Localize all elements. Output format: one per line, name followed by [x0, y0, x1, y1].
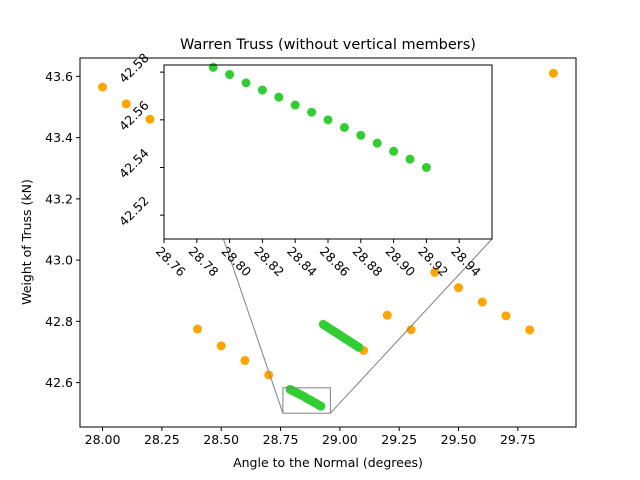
scatter-point-orange-12 — [477, 297, 487, 307]
inset-background — [164, 65, 492, 239]
scatter-point-green-13 — [316, 401, 326, 411]
y-tick-label: 43.6 — [45, 69, 73, 84]
scatter-point-orange-10 — [430, 267, 440, 277]
main-points — [98, 68, 558, 411]
x-tick-label: 29.00 — [322, 432, 358, 447]
x-axis-label: Angle to the Normal (degrees) — [233, 455, 423, 470]
inset-point-2 — [241, 78, 251, 88]
x-tick-label: 29.25 — [381, 432, 417, 447]
main-x-axis: 28.00 28.25 28.50 28.75 29.00 29.25 29.50 29.75 — [85, 427, 536, 447]
inset-point-9 — [356, 130, 366, 140]
scatter-point-orange-5 — [240, 356, 250, 366]
y-tick-label: 43.2 — [45, 191, 73, 206]
scatter-point-orange-4 — [216, 341, 226, 351]
y-tick-label: 42.6 — [45, 375, 73, 390]
y-axis-label: Weight of Truss (kN) — [19, 179, 34, 305]
x-tick-label: 29.75 — [500, 432, 536, 447]
scatter-point-orange-13 — [501, 311, 511, 321]
scatter-point-orange-11 — [454, 283, 464, 293]
inset-point-7 — [323, 115, 333, 125]
y-tick-label: 43.4 — [45, 130, 73, 145]
zoom-connector-right — [330, 238, 493, 414]
scatter-point-orange-14 — [525, 325, 535, 335]
scatter-point-orange-2 — [145, 114, 155, 124]
inset-point-0 — [208, 62, 218, 72]
inset-point-6 — [307, 107, 317, 117]
main-plot: 28.00 28.25 28.50 28.75 29.00 29.25 29.50 29.75… — [45, 57, 577, 447]
scatter-point-orange-9 — [406, 325, 416, 335]
chart-title: Warren Truss (without vertical members) — [180, 37, 476, 53]
scatter-point-orange-8 — [382, 310, 392, 320]
inset-point-5 — [290, 100, 300, 110]
main-plot-frame — [79, 57, 577, 428]
scatter-point-green-29 — [354, 342, 364, 352]
x-tick-label: 28.00 — [85, 432, 121, 447]
scatter-point-orange-1 — [121, 99, 131, 109]
y-tick-label: 42.8 — [45, 314, 73, 329]
x-tick-label: 28.25 — [144, 432, 180, 447]
x-tick-label: 28.50 — [203, 432, 239, 447]
inset-point-3 — [257, 85, 267, 95]
x-tick-label: 28.75 — [263, 432, 299, 447]
inset-points — [208, 62, 431, 172]
inset-point-4 — [274, 92, 284, 102]
main-y-axis: 42.6 42.8 43.0 43.2 43.4 43.6 — [45, 69, 80, 390]
zoom-indicator-box — [282, 387, 331, 414]
inset-point-12 — [405, 154, 415, 164]
inset-point-11 — [389, 146, 399, 156]
scatter-point-orange-0 — [98, 82, 108, 92]
scatter-point-orange-15 — [548, 68, 558, 78]
x-tick-label: 29.50 — [441, 432, 477, 447]
y-tick-label: 43.0 — [45, 253, 73, 268]
inset-point-1 — [225, 70, 235, 80]
inset-point-13 — [421, 162, 431, 172]
scatter-point-orange-3 — [192, 324, 202, 334]
inset-point-10 — [372, 138, 382, 148]
inset-point-8 — [339, 122, 349, 132]
